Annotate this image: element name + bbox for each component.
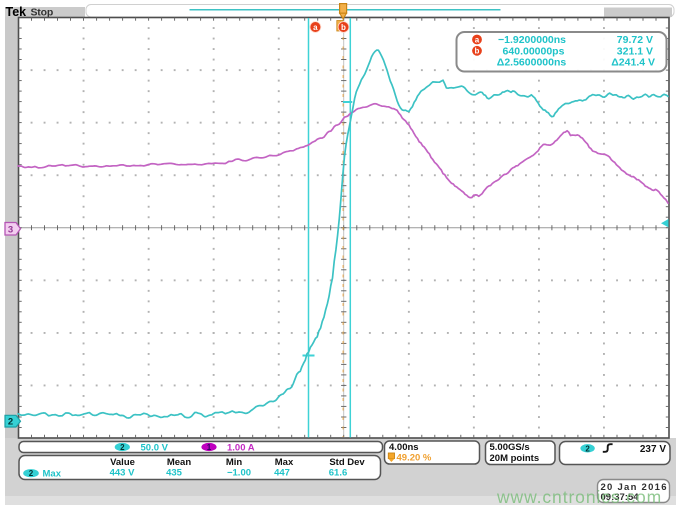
svg-text:Δ241.4 V: Δ241.4 V — [611, 57, 655, 69]
svg-text:www.cntronics.com: www.cntronics.com — [496, 487, 662, 507]
svg-text:61.6: 61.6 — [329, 468, 348, 479]
svg-text:2: 2 — [585, 444, 590, 453]
svg-text:443 V: 443 V — [110, 468, 135, 479]
svg-text:Mean: Mean — [167, 457, 191, 468]
svg-text:−1.00: −1.00 — [227, 468, 251, 479]
svg-text:5.00GS/s: 5.00GS/s — [490, 442, 530, 453]
svg-text:a: a — [475, 35, 480, 44]
svg-text:Stop: Stop — [31, 7, 54, 19]
svg-text:435: 435 — [166, 468, 183, 479]
svg-text:20M points: 20M points — [490, 453, 540, 464]
svg-text:Δ2.5600000ns: Δ2.5600000ns — [497, 57, 567, 69]
svg-text:1: 1 — [207, 443, 212, 452]
svg-text:321.1 V: 321.1 V — [617, 45, 653, 57]
svg-text:a: a — [313, 23, 318, 32]
svg-text:4.00ns: 4.00ns — [389, 442, 419, 453]
svg-text:b: b — [475, 47, 480, 56]
svg-text:2: 2 — [8, 417, 13, 428]
svg-text:Std Dev: Std Dev — [329, 457, 365, 468]
svg-text:Max: Max — [275, 457, 294, 468]
svg-text:1.00 A: 1.00 A — [227, 442, 255, 453]
svg-text:2: 2 — [29, 469, 34, 478]
svg-text:3: 3 — [8, 224, 13, 235]
svg-text:49.20 %: 49.20 % — [397, 453, 432, 464]
svg-text:Value: Value — [110, 457, 135, 468]
svg-text:2: 2 — [120, 443, 125, 452]
svg-text:447: 447 — [274, 468, 290, 479]
svg-text:237 V: 237 V — [640, 444, 666, 455]
svg-text:Max: Max — [43, 468, 62, 479]
svg-text:79.72 V: 79.72 V — [617, 34, 653, 46]
svg-text:b: b — [341, 23, 346, 32]
svg-text:50.0 V: 50.0 V — [141, 442, 169, 453]
svg-text:−1.9200000ns: −1.9200000ns — [498, 34, 566, 46]
svg-text:09:37:54: 09:37:54 — [601, 492, 640, 503]
svg-text:Tek: Tek — [6, 5, 27, 19]
svg-text:20 Jan 2016: 20 Jan 2016 — [601, 482, 667, 493]
svg-text:640.00000ps: 640.00000ps — [503, 45, 565, 57]
svg-text:Min: Min — [226, 457, 243, 468]
